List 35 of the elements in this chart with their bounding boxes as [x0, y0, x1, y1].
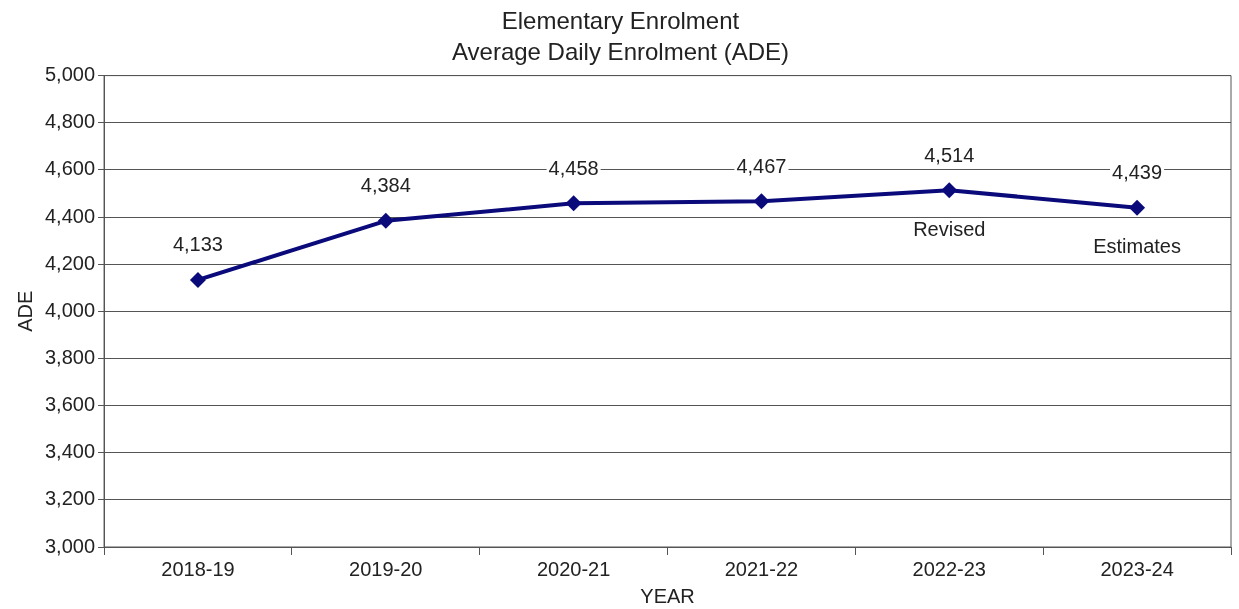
data-label: 4,514: [924, 143, 975, 166]
x-tick-label: 2018-19: [161, 557, 235, 580]
y-tick-label: 5,000: [44, 63, 96, 86]
chart-title: Elementary Enrolment: [501, 7, 740, 35]
data-label: 4,384: [360, 174, 411, 197]
y-tick-label: 3,000: [44, 534, 96, 557]
point: [941, 182, 958, 199]
y-tick-label: 4,600: [44, 157, 96, 180]
y-axis-title: ADE: [13, 290, 36, 332]
data-label: 4,467: [736, 154, 787, 177]
y-tick-label: 4,400: [44, 204, 96, 227]
point: [189, 271, 206, 288]
y-tick-label: 4,200: [44, 251, 96, 274]
point: [753, 193, 770, 210]
y-tick-label: 3,800: [44, 345, 96, 368]
x-tick-label: 2019-20: [349, 557, 423, 580]
x-tick-label: 2020-21: [536, 557, 611, 580]
data-label: 4,133: [172, 233, 223, 256]
annotation: Revised: [913, 217, 986, 240]
y-tick-label: 3,400: [44, 440, 96, 463]
data-label: 4,439: [1112, 161, 1163, 184]
chart-subtitle: Average Daily Enrolment (ADE): [451, 37, 790, 65]
x-tick-label: 2021-22: [724, 557, 799, 580]
annotation: Estimates: [1093, 235, 1181, 258]
x-tick-label: 2022-23: [912, 557, 986, 580]
point: [565, 195, 582, 212]
x-tick-label: 2023-24: [1100, 557, 1174, 580]
y-tick-label: 3,200: [44, 487, 96, 510]
point: [1129, 199, 1146, 216]
y-tick-label: 4,800: [44, 110, 96, 133]
data-label: 4,458: [548, 156, 599, 179]
point: [377, 212, 394, 229]
x-axis-title: YEAR: [640, 584, 695, 607]
y-tick-label: 3,600: [44, 393, 96, 416]
y-tick-label: 4,000: [44, 298, 96, 321]
